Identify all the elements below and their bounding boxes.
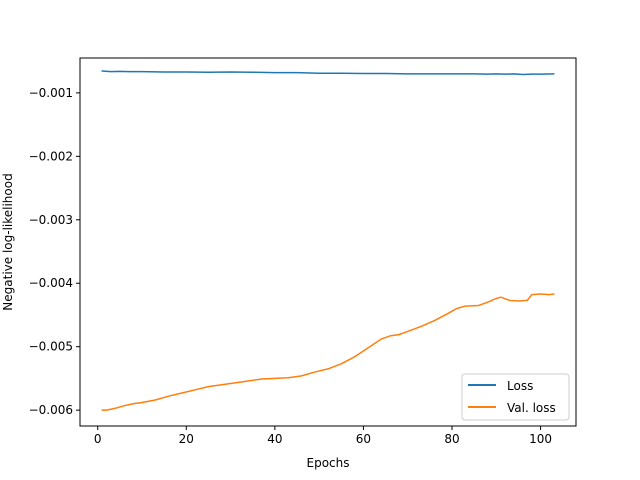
x-tick-label: 80 [444,432,459,446]
x-axis: 0 20 40 60 80 100 [94,426,552,446]
x-tick-label: 40 [267,432,282,446]
x-tick-label: 60 [356,432,371,446]
y-axis: −0.001 −0.002 −0.003 −0.004 −0.005 −0.006 [29,86,80,417]
y-tick-label: −0.006 [29,403,73,417]
series-line-val-loss [101,293,555,411]
y-tick-label: −0.001 [29,86,73,100]
plot-area [101,70,555,411]
x-tick-label: 0 [94,432,102,446]
axes-frame [79,57,577,427]
x-tick-label: 100 [529,432,552,446]
legend-label-val-loss: Val. loss [507,401,556,415]
y-tick-label: −0.003 [29,213,73,227]
y-tick-label: −0.004 [29,276,73,290]
legend-label-loss: Loss [507,379,533,393]
x-tick-label: 20 [179,432,194,446]
series-line-loss [101,70,555,76]
x-axis-label: Epochs [307,456,350,470]
y-axis-label: Negative log-likelihood [1,173,15,310]
legend: Loss Val. loss [461,373,570,421]
y-tick-label: −0.002 [29,149,73,163]
y-tick-label: −0.005 [29,340,73,354]
